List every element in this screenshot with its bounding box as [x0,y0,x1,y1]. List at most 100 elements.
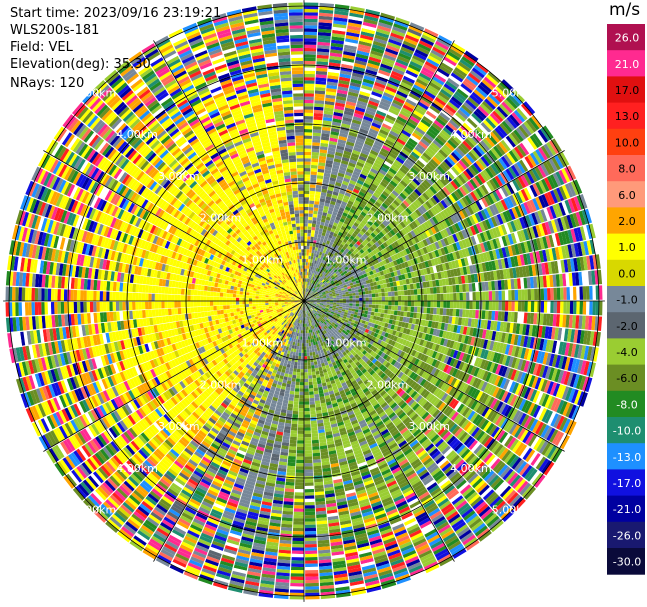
velocity-cell [352,255,357,260]
velocity-cell [384,305,389,310]
velocity-cell [304,57,316,62]
velocity-cell [306,258,309,263]
velocity-cell [447,77,460,88]
velocity-cell [360,170,369,177]
velocity-cell [331,225,337,230]
velocity-cell [436,37,451,48]
velocity-cell [411,87,424,96]
velocity-cell [309,275,312,280]
velocity-cell [423,179,432,188]
velocity-cell [364,287,369,292]
velocity-cell [351,152,360,159]
velocity-cell [320,139,329,144]
velocity-cell [315,74,327,79]
velocity-cell [480,122,492,133]
velocity-cell [401,107,412,116]
velocity-cell [415,126,426,136]
velocity-cell [388,222,395,230]
velocity-cell [309,197,315,201]
velocity-cell [311,226,316,231]
velocity-cell [359,222,365,228]
velocity-cell [349,208,356,214]
velocity-cell [304,132,313,136]
velocity-cell [424,149,434,159]
velocity-cell [355,303,360,307]
velocity-cell [348,19,363,25]
velocity-cell [360,211,367,217]
velocity-cell [314,90,326,95]
velocity-cell [310,168,318,172]
velocity-cell [346,298,350,301]
velocity-cell [320,266,324,270]
velocity-cell [330,269,334,274]
velocity-cell [361,28,376,35]
velocity-cell [486,96,499,108]
velocity-cell [411,112,422,121]
velocity-cell [342,153,351,159]
velocity-cell [395,118,406,127]
velocity-cell [336,213,342,218]
velocity-cell [416,186,425,195]
velocity-cell [326,213,332,218]
velocity-cell [314,233,318,238]
velocity-cell [377,153,387,161]
velocity-cell [599,301,603,316]
velocity-cell [315,287,319,291]
velocity-cell [307,268,309,273]
velocity-cell [400,306,405,312]
velocity-cell [307,232,311,237]
velocity-cell [477,84,490,96]
velocity-cell [320,142,329,148]
velocity-cell [435,70,448,80]
velocity-cell [308,252,312,257]
velocity-cell [313,113,323,117]
velocity-cell [318,265,322,270]
velocity-cell [333,161,341,167]
velocity-cell [466,301,470,309]
velocity-cell [387,195,395,202]
velocity-cell [363,143,372,150]
velocity-cell [461,104,473,115]
velocity-cell [304,86,315,91]
velocity-cell [326,84,338,90]
velocity-cell [453,132,464,142]
velocity-cell [337,86,349,92]
velocity-cell [404,290,408,296]
velocity-cell [485,117,497,129]
velocity-cell [349,295,353,299]
velocity-cell [408,25,423,34]
velocity-cell [436,151,446,161]
velocity-cell [352,298,356,301]
velocity-cell [418,72,432,82]
velocity-cell [315,278,318,282]
velocity-cell [308,285,310,289]
velocity-cell [332,29,346,35]
velocity-cell [320,278,324,282]
velocity-cell [462,122,474,133]
velocity-cell [361,84,373,91]
velocity-cell [304,129,313,133]
velocity-cell [430,142,441,151]
velocity-cell [352,188,360,194]
velocity-cell [370,149,379,157]
velocity-cell [464,77,477,89]
velocity-cell [358,40,372,47]
velocity-cell [322,249,327,254]
velocity-cell [329,177,337,182]
velocity-cell [330,200,336,206]
velocity-cell [420,294,425,301]
velocity-cell [360,235,366,242]
velocity-cell [357,285,362,290]
velocity-cell [385,47,399,56]
velocity-cell [334,260,339,265]
velocity-cell [352,202,359,208]
velocity-cell [393,199,400,207]
velocity-cell [312,139,321,143]
velocity-cell [504,290,509,301]
velocity-cell [385,139,395,147]
velocity-cell [351,245,357,251]
velocity-cell [348,243,354,248]
velocity-cell [312,259,315,264]
velocity-cell [337,210,344,215]
velocity-cell [534,288,538,300]
